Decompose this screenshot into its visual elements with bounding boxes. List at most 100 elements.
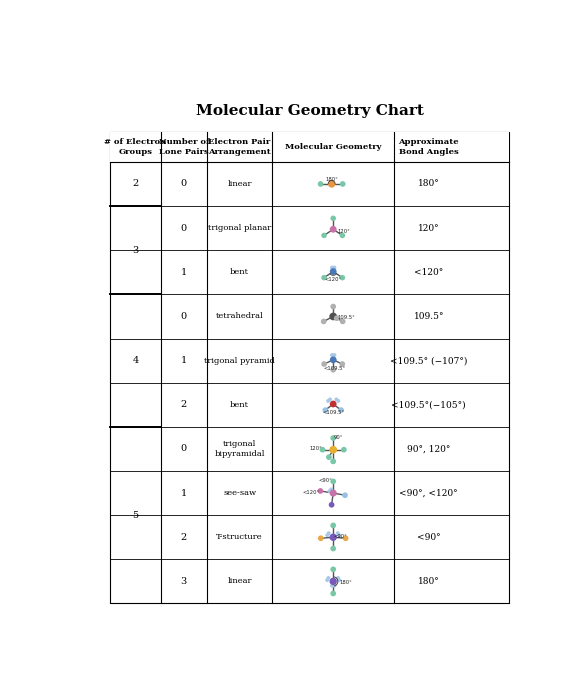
Circle shape <box>318 181 324 187</box>
Text: <109.5°: <109.5° <box>324 366 346 371</box>
Circle shape <box>326 579 328 582</box>
Text: 180°: 180° <box>418 577 440 586</box>
Circle shape <box>321 319 326 324</box>
Text: bent: bent <box>230 269 249 276</box>
Text: <120°: <120° <box>414 268 443 277</box>
Text: bent: bent <box>230 401 249 409</box>
Text: 180°: 180° <box>325 177 338 182</box>
Text: 90°: 90° <box>334 435 343 440</box>
Text: 1: 1 <box>181 268 187 277</box>
Text: trigonal
bipyramidal: trigonal bipyramidal <box>214 440 265 458</box>
Text: see-saw: see-saw <box>223 489 256 497</box>
Circle shape <box>331 354 333 356</box>
Circle shape <box>331 266 333 269</box>
Text: 2: 2 <box>132 179 139 188</box>
Text: <90°: <90° <box>319 477 332 483</box>
Text: 0: 0 <box>181 179 187 188</box>
Text: <90°, <120°: <90°, <120° <box>400 488 458 497</box>
Text: 0: 0 <box>181 445 187 453</box>
Text: 120°: 120° <box>309 447 322 451</box>
Text: Approximate
Bond Angles: Approximate Bond Angles <box>398 138 459 155</box>
Text: 90°, 120°: 90°, 120° <box>407 445 450 453</box>
Circle shape <box>331 303 336 310</box>
Circle shape <box>340 181 346 187</box>
Circle shape <box>333 266 336 269</box>
Circle shape <box>331 546 336 551</box>
Circle shape <box>334 315 339 321</box>
Circle shape <box>329 577 337 585</box>
Circle shape <box>318 536 324 541</box>
Text: 0: 0 <box>181 223 187 233</box>
Text: trigonal planar: trigonal planar <box>208 224 271 232</box>
Circle shape <box>337 400 339 402</box>
Circle shape <box>329 502 335 508</box>
Text: 3: 3 <box>132 246 139 255</box>
Circle shape <box>328 490 331 493</box>
Circle shape <box>336 532 339 534</box>
Circle shape <box>319 447 325 453</box>
Circle shape <box>338 534 340 536</box>
Circle shape <box>340 319 346 324</box>
Text: 4: 4 <box>132 356 139 365</box>
Text: 3: 3 <box>181 577 187 586</box>
Circle shape <box>328 180 335 188</box>
Circle shape <box>326 534 329 536</box>
Circle shape <box>330 356 336 363</box>
Text: Molecular Geometry: Molecular Geometry <box>285 143 381 151</box>
Text: <90°: <90° <box>334 534 347 538</box>
Circle shape <box>321 233 327 238</box>
Circle shape <box>331 590 336 597</box>
Circle shape <box>337 577 339 580</box>
Text: <120°: <120° <box>325 277 342 282</box>
Circle shape <box>343 536 349 541</box>
Circle shape <box>329 534 337 541</box>
Text: Molecular Geometry Chart: Molecular Geometry Chart <box>195 103 424 118</box>
Circle shape <box>335 398 338 401</box>
Circle shape <box>321 361 327 367</box>
Circle shape <box>338 408 344 413</box>
Circle shape <box>326 454 332 460</box>
Text: tetrahedral: tetrahedral <box>216 312 263 321</box>
Text: linear: linear <box>228 180 252 188</box>
Circle shape <box>341 447 347 453</box>
Text: 180°: 180° <box>418 179 440 188</box>
Text: Number of
Lone Pairs: Number of Lone Pairs <box>159 138 209 155</box>
Text: 180°: 180° <box>339 580 352 585</box>
Text: # of Electron
Groups: # of Electron Groups <box>105 138 167 155</box>
Circle shape <box>331 479 336 484</box>
Circle shape <box>331 523 336 528</box>
Circle shape <box>331 216 336 221</box>
Circle shape <box>331 367 336 373</box>
Text: <109.5°: <109.5° <box>323 410 345 415</box>
Circle shape <box>329 446 337 453</box>
Text: 5: 5 <box>133 511 139 520</box>
Text: <109.5°(−105°): <109.5°(−105°) <box>391 400 466 409</box>
Circle shape <box>338 579 340 582</box>
Circle shape <box>331 435 336 441</box>
Circle shape <box>329 490 337 497</box>
Circle shape <box>318 488 324 494</box>
Circle shape <box>331 566 336 572</box>
Text: 109.5°: 109.5° <box>414 312 444 321</box>
Circle shape <box>330 488 332 490</box>
Circle shape <box>329 398 331 401</box>
Bar <box>111 132 509 162</box>
Circle shape <box>333 584 336 587</box>
Bar <box>111 132 509 603</box>
Text: linear: linear <box>228 577 252 586</box>
Text: 120°: 120° <box>418 223 439 233</box>
Circle shape <box>327 400 329 402</box>
Circle shape <box>342 493 348 498</box>
Circle shape <box>330 401 336 408</box>
Text: 1: 1 <box>181 488 187 497</box>
Circle shape <box>330 268 336 275</box>
Text: Electron Pair
Arrangement: Electron Pair Arrangement <box>208 138 271 155</box>
Text: 109.5°: 109.5° <box>338 315 355 320</box>
Circle shape <box>331 458 336 464</box>
Text: <120°: <120° <box>302 490 320 495</box>
Circle shape <box>339 275 345 280</box>
Circle shape <box>329 312 337 321</box>
Circle shape <box>327 577 329 580</box>
Text: 120°: 120° <box>338 229 350 234</box>
Circle shape <box>331 584 333 587</box>
